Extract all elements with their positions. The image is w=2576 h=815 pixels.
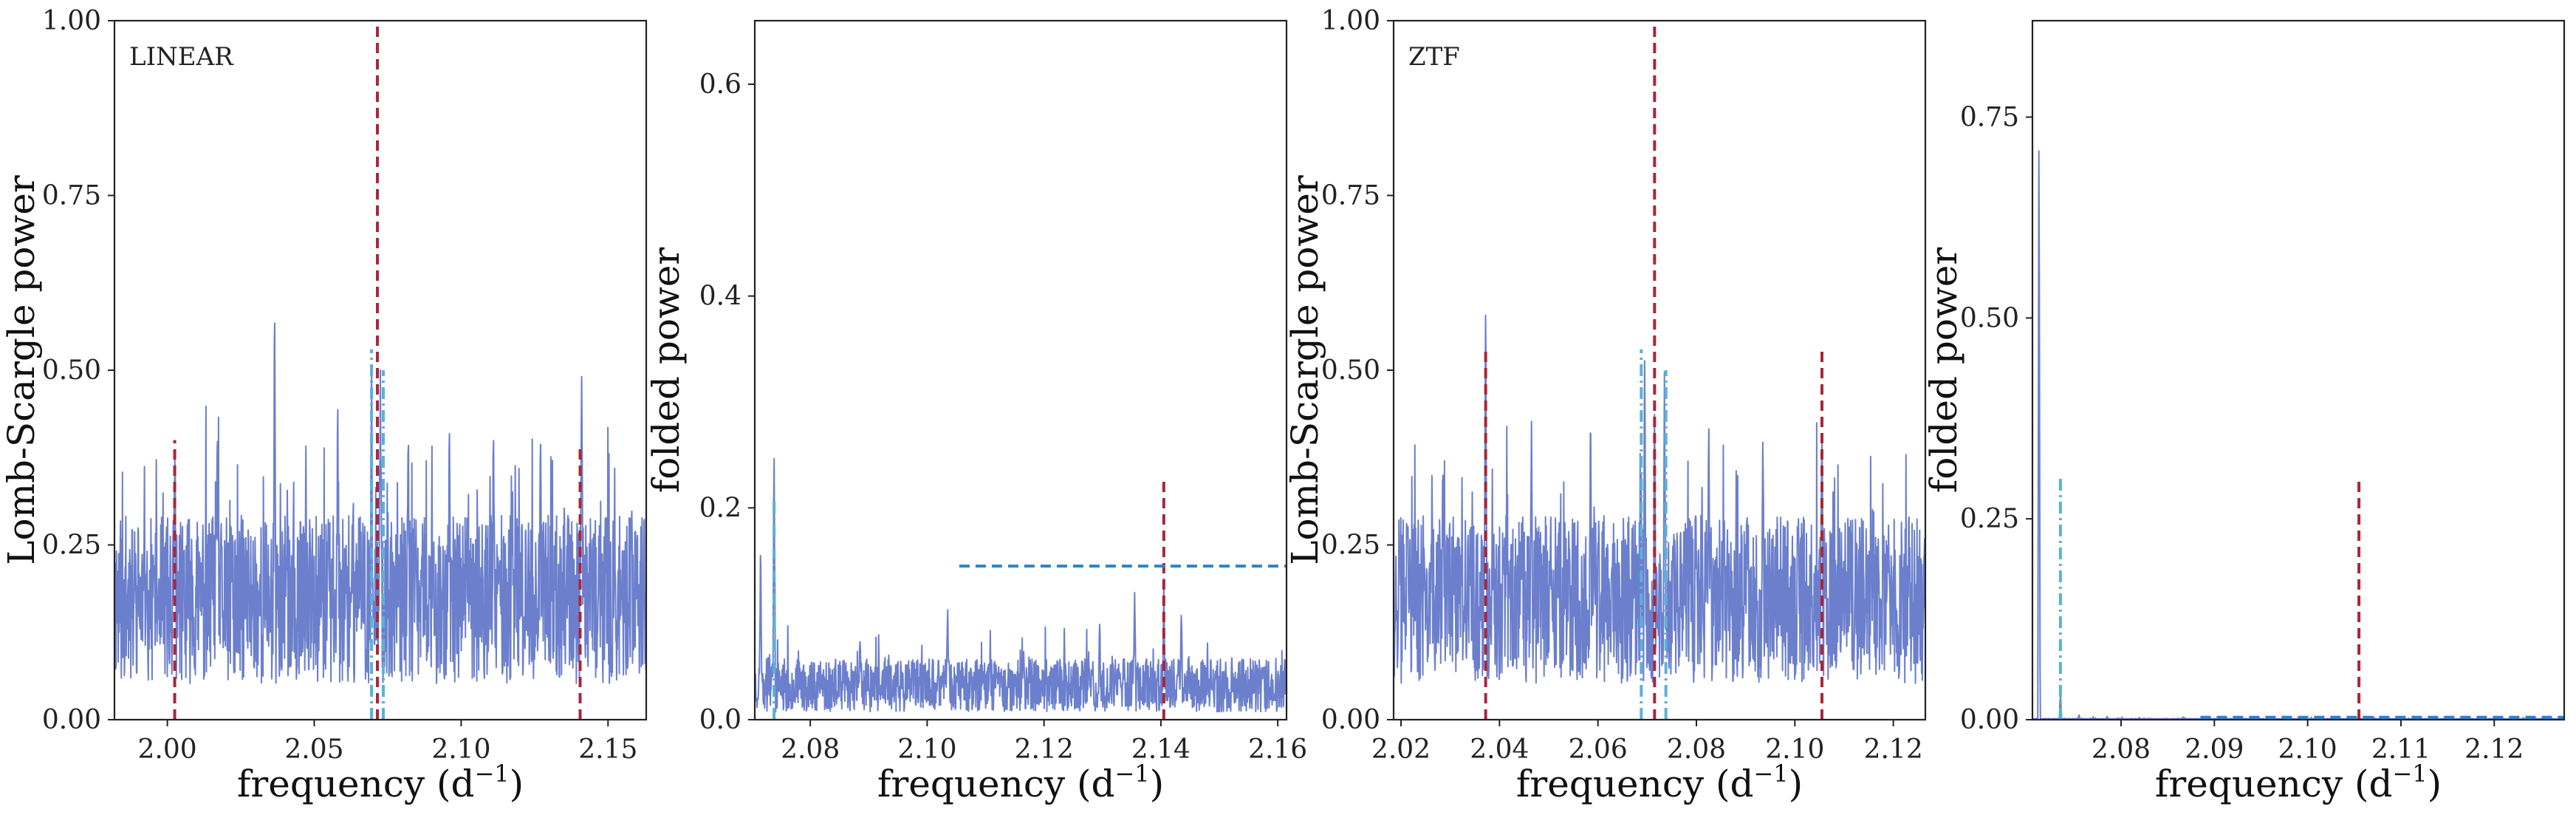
- x-axis-label-close: ): [1150, 763, 1165, 805]
- panel-linear-folded: 2.08 2.10 2.12 2.14 2.16 0.0 0.2 0.4 0.6 frequenc…: [645, 19, 1307, 805]
- panel-ztf-periodogram: 2.02 2.04 2.06 2.08 2.10 2.12 0.00 0.25 0.50 0.75…: [1284, 6, 1927, 805]
- axes-frame: [2031, 19, 2566, 721]
- y-axis-label: Lomb-Scargle power: [0, 175, 43, 565]
- x-axis-label: frequency (d−1): [2155, 760, 2442, 805]
- y-tick-label: 0.75: [42, 181, 101, 211]
- x-tick-label: 2.02: [1371, 734, 1431, 765]
- x-tick-label: 2.11: [2371, 734, 2431, 765]
- y-tick-label: 0.0: [699, 705, 741, 735]
- series-line: [114, 322, 646, 684]
- y-tick-label: 0.25: [42, 531, 101, 561]
- panel-label: ZTF: [1408, 42, 1460, 72]
- y-axis-label: Lomb-Scargle power: [1284, 175, 1326, 565]
- y-tick-label: 0.50: [1960, 303, 2019, 333]
- x-tick-label: 2.15: [578, 734, 637, 765]
- y-tick-label: 0.75: [1960, 102, 2019, 132]
- y-tick-label: 0.50: [1321, 355, 1380, 386]
- x-axis-label-text: frequency (d: [1516, 763, 1754, 805]
- y-axis-label: folded power: [1922, 248, 1965, 494]
- y-axis-label: folded power: [645, 248, 688, 494]
- series-line: [2032, 150, 2564, 720]
- panel-ztf-folded: 2.08 2.09 2.10 2.11 2.12 0.00 0.25 0.50 0.75 freq…: [1922, 19, 2566, 805]
- series-line: [755, 457, 1287, 713]
- x-tick-label: 2.10: [431, 734, 490, 765]
- panel-label: LINEAR: [129, 42, 234, 72]
- y-tick-label: 0.50: [42, 355, 101, 386]
- y-tick-label: 0.00: [1960, 705, 2019, 735]
- x-axis-label: frequency (d−1): [237, 760, 524, 805]
- x-tick-label: 2.10: [1765, 734, 1824, 765]
- x-tick-label: 2.08: [2092, 734, 2151, 765]
- y-tick-label: 0.75: [1321, 181, 1380, 211]
- y-tick-label: 0.00: [1321, 705, 1380, 735]
- x-axis-label: frequency (d−1): [1516, 760, 1803, 805]
- x-tick-label: 2.14: [1131, 734, 1191, 765]
- y-tick-label: 0.25: [1960, 504, 2019, 534]
- x-axis-label-sup: −1: [1753, 760, 1788, 788]
- x-axis-label-text: frequency (d: [2155, 763, 2393, 805]
- y-tick-label: 0.00: [42, 705, 101, 735]
- x-tick-label: 2.00: [138, 734, 197, 765]
- panel-linear-periodogram: 2.00 2.05 2.10 2.15 0.00 0.25 0.50 0.75 1.00 freq…: [0, 6, 648, 805]
- x-tick-label: 2.05: [284, 734, 343, 765]
- series-line: [1394, 314, 1925, 684]
- x-tick-label: 2.16: [1248, 734, 1307, 765]
- x-tick-label: 2.12: [2464, 734, 2524, 765]
- plot-area: [2032, 150, 2564, 720]
- x-axis-label-close: ): [510, 763, 524, 805]
- x-axis-label-text: frequency (d: [877, 763, 1115, 805]
- y-tick-label: 0.4: [699, 282, 741, 312]
- x-tick-label: 2.04: [1470, 734, 1529, 765]
- x-tick-label: 2.08: [1667, 734, 1726, 765]
- x-axis-label-text: frequency (d: [237, 763, 475, 805]
- x-axis-label-sup: −1: [2392, 760, 2427, 788]
- y-tick-label: 0.6: [699, 69, 741, 100]
- x-axis-label: frequency (d−1): [877, 760, 1164, 805]
- axes-frame: [753, 19, 1288, 721]
- x-tick-label: 2.10: [897, 734, 956, 765]
- x-tick-label: 2.09: [2185, 734, 2244, 765]
- x-axis-label-close: ): [1789, 763, 1803, 805]
- x-tick-label: 2.10: [2278, 734, 2337, 765]
- x-axis-label-sup: −1: [474, 760, 509, 788]
- plot-area: [1394, 21, 1925, 720]
- x-tick-label: 2.08: [781, 734, 840, 765]
- y-tick-label: 0.2: [699, 493, 741, 523]
- x-tick-label: 2.12: [1864, 734, 1923, 765]
- x-tick-label: 2.06: [1569, 734, 1628, 765]
- x-axis-label-sup: −1: [1114, 760, 1149, 788]
- y-tick-label: 0.25: [1321, 531, 1380, 561]
- y-tick-label: 1.00: [42, 6, 101, 36]
- x-tick-label: 2.12: [1015, 734, 1074, 765]
- x-axis-label-close: ): [2428, 763, 2442, 805]
- plot-area: [755, 457, 1287, 720]
- y-tick-label: 1.00: [1321, 6, 1380, 36]
- plot-area: [114, 21, 646, 720]
